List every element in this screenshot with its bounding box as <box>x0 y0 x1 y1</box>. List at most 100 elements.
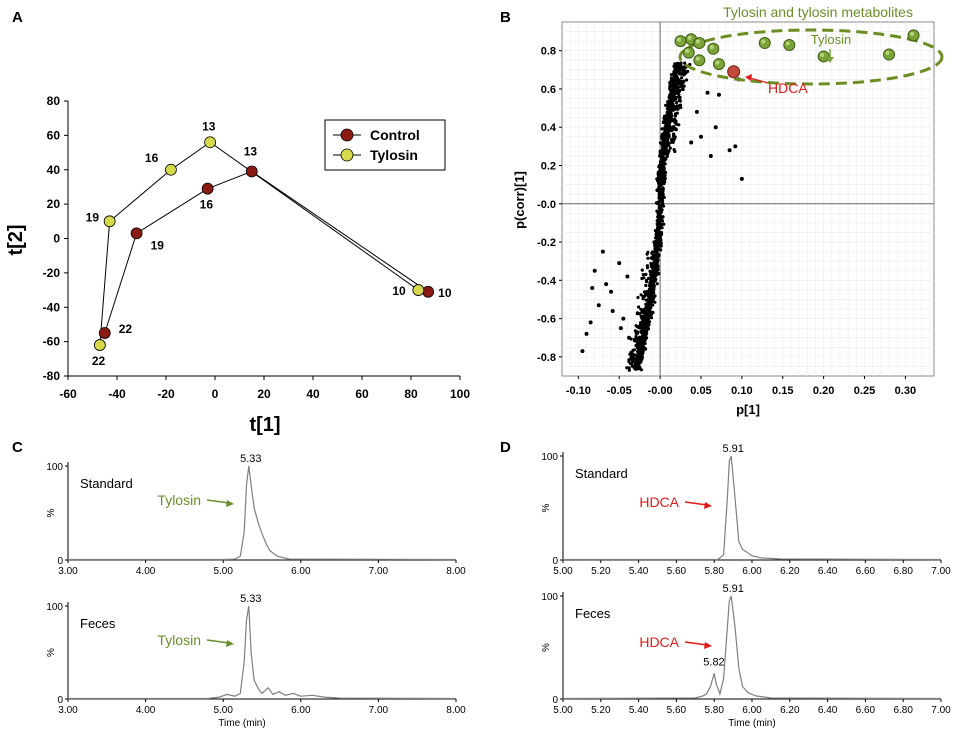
c-arrow <box>206 499 230 504</box>
a-point-label: 19 <box>86 210 100 224</box>
a-y-axis-title: t[2] <box>5 224 27 255</box>
b-point-highlight <box>715 60 720 65</box>
b-outlier-point <box>617 261 622 266</box>
b-outlier-point <box>694 109 699 114</box>
d-x-axis-title: Time (min) <box>728 718 775 729</box>
a-point-label: 13 <box>202 119 216 133</box>
b-hdca-arrowhead <box>745 74 752 81</box>
b-x-tick-label: -0.05 <box>607 385 632 397</box>
d-trace-feces <box>562 595 942 700</box>
a-point-tylosin <box>103 215 116 228</box>
d-compound-label: HDCA <box>639 634 679 650</box>
b-outlier-point <box>610 308 615 313</box>
c-trace-name: Feces <box>80 616 116 631</box>
b-y-tick-label: 0.4 <box>541 122 557 134</box>
a-y-tick-label: 20 <box>47 197 61 211</box>
d-y-axis-title: % <box>541 503 552 512</box>
a-legend: Control Tylosin <box>324 119 446 171</box>
a-y-tick-label: -40 <box>43 300 61 314</box>
b-point-highlight <box>695 56 700 61</box>
a-point-label: 16 <box>200 198 214 212</box>
b-tylosin-metabolite-point <box>883 48 896 61</box>
b-tylosin-label: Tylosin <box>811 32 851 47</box>
c-x-axis-title: Time (min) <box>218 718 265 729</box>
a-x-tick-label: -60 <box>59 387 77 401</box>
a-y-tick-label: 0 <box>53 232 60 246</box>
d-x-tick-label: 6.60 <box>856 705 876 716</box>
a-point-label: 10 <box>438 286 452 300</box>
d-x-tick-label: 5.60 <box>667 705 687 716</box>
b-point-highlight <box>820 52 825 57</box>
a-y-tick-label: -20 <box>43 266 61 280</box>
b-outlier-point <box>600 249 605 254</box>
b-outlier-point <box>584 331 589 336</box>
score-plot: 80 60 40 20 0 -20 -40 -60 -80 -60 -40 -20 0 20 40 60 80… <box>5 94 470 436</box>
a-point-tylosin <box>93 339 106 351</box>
c-trace-standard <box>68 465 457 561</box>
b-x-tick-label: 0.10 <box>731 385 752 397</box>
b-y-tick-label: -0.0 <box>537 199 556 211</box>
b-tylosin-metabolite-point <box>674 35 687 48</box>
c-arrow <box>206 639 230 644</box>
b-point-highlight <box>695 39 700 44</box>
a-series-line-tylosin <box>99 141 419 346</box>
d-x-tick-label: 6.00 <box>742 566 762 577</box>
b-point-highlight <box>885 51 890 56</box>
c-arrowhead <box>226 640 234 647</box>
d-x-tick-label: 6.20 <box>780 566 800 577</box>
b-outlier-point <box>596 303 601 308</box>
b-outlier-point <box>739 176 744 181</box>
d-peak-label: 5.91 <box>722 583 743 595</box>
b-ellipse-label: Tylosin and tylosin metabolites <box>723 4 913 20</box>
b-y-tick-label: -0.6 <box>537 314 556 326</box>
c-x-tick-label: 3.00 <box>58 705 78 716</box>
d-x-tick-label: 6.80 <box>893 566 913 577</box>
b-y-tick-label: 0.6 <box>541 84 556 96</box>
a-point-label: 10 <box>392 284 406 298</box>
b-x-tick-label: 0.15 <box>772 385 793 397</box>
b-x-axis-title: p[1] <box>736 402 760 417</box>
b-y-tick-label: -0.4 <box>537 275 557 287</box>
d-peak-label: 5.91 <box>722 443 743 455</box>
b-point-highlight <box>685 49 690 54</box>
panel-label-b: B <box>500 9 511 26</box>
b-point-highlight <box>677 37 682 42</box>
d-x-tick-label: 6.40 <box>818 705 838 716</box>
b-plot-area <box>561 21 935 377</box>
chromatogram-tylosin: 100 0% 3.00 4.00 5.00 6.00 7.00 8.00 Standard 5.3… <box>46 453 466 729</box>
d-x-tick-label: 6.40 <box>818 566 838 577</box>
panel-label-a: A <box>12 9 23 26</box>
b-point-highlight <box>785 41 790 46</box>
d-y-tick-label: 100 <box>541 452 558 463</box>
c-x-tick-label: 3.00 <box>58 566 78 577</box>
b-y-tick-label: -0.2 <box>537 237 556 249</box>
b-x-tick-label: 0.30 <box>895 385 916 397</box>
b-tylosin-metabolite-point <box>693 37 706 50</box>
d-x-tick-label: 5.40 <box>629 705 649 716</box>
b-outlier-point <box>618 326 623 331</box>
b-tylosin-metabolite-point <box>817 50 830 63</box>
d-x-tick-label: 5.20 <box>591 566 611 577</box>
b-tylosin-metabolite-point <box>712 58 725 71</box>
c-x-tick-label: 4.00 <box>136 705 156 716</box>
a-x-axis-title: t[1] <box>249 414 280 436</box>
d-arrowhead <box>704 642 712 649</box>
c-y-tick-label: 100 <box>46 462 63 473</box>
d-x-tick-label: 5.80 <box>704 705 724 716</box>
d-x-tick-label: 5.00 <box>553 566 573 577</box>
a-legend-label-control: Control <box>370 127 420 143</box>
b-y-tick-label: 0.8 <box>541 46 556 58</box>
b-outlier-point <box>621 316 626 321</box>
d-trace-name: Standard <box>575 466 628 481</box>
a-x-tick-label: -40 <box>108 387 126 401</box>
a-x-tick-label: 80 <box>404 387 418 401</box>
c-peak-label: 5.33 <box>240 453 261 465</box>
c-x-tick-label: 7.00 <box>369 566 389 577</box>
d-x-tick-label: 6.20 <box>780 705 800 716</box>
b-highlight-ellipse <box>678 28 944 86</box>
a-x-tick-label: -20 <box>157 387 175 401</box>
a-y-tick-label: 80 <box>47 94 61 108</box>
chromatogram-hdca: 100 0% 5.00 5.20 5.40 5.60 5.80 6.00 6.20 6.40 6.6… <box>541 443 951 729</box>
b-outlier-point <box>716 92 721 97</box>
panel-label-c: C <box>12 439 23 456</box>
